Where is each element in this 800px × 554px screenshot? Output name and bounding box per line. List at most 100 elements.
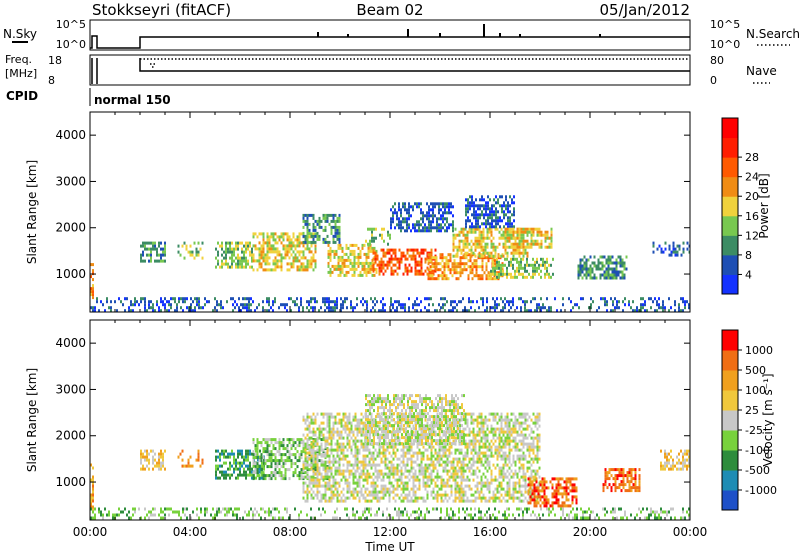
power-cell: [492, 248, 495, 252]
power-cell: [446, 202, 448, 206]
velocity-cell: [344, 415, 347, 419]
power-cell: [225, 244, 227, 248]
velocity-cell: [434, 421, 437, 425]
velocity-cell: [338, 463, 341, 467]
power-cell: [347, 246, 350, 250]
power-cell: [520, 257, 522, 261]
power-cell: [420, 257, 423, 261]
velocity-cell: [300, 471, 303, 475]
freq-trace: [91, 58, 690, 84]
power-cell: [278, 265, 281, 269]
velocity-cell: [440, 481, 443, 485]
power-cell: [428, 303, 430, 307]
power-cell: [412, 254, 415, 258]
velocity-cell: [432, 460, 435, 464]
velocity-cell: [158, 464, 160, 468]
power-cell: [266, 262, 269, 266]
power-cell: [92, 296, 94, 300]
velocity-cell: [410, 463, 413, 467]
power-cell: [605, 273, 608, 277]
power-colorbar-label: 16: [745, 210, 759, 223]
velocity-cell: [340, 496, 343, 500]
power-cell: [432, 208, 434, 212]
velocity-cell: [336, 469, 339, 473]
velocity-cell: [298, 441, 301, 445]
power-cell: [349, 252, 352, 256]
velocity-cell: [362, 430, 365, 434]
power-cell: [613, 270, 616, 274]
power-cell: [616, 300, 618, 304]
velocity-cell: [400, 475, 403, 479]
power-cell: [341, 249, 344, 253]
power-cell: [490, 306, 492, 310]
power-cell: [414, 254, 417, 258]
power-cell: [170, 303, 172, 307]
velocity-cell: [324, 466, 327, 470]
power-cell: [438, 211, 440, 215]
power-cell: [590, 306, 592, 310]
power-cell: [296, 265, 299, 269]
power-cell: [536, 303, 538, 307]
velocity-cell: [334, 484, 337, 488]
power-cell: [339, 255, 342, 259]
velocity-cell: [466, 484, 469, 488]
power-cell: [510, 275, 512, 279]
velocity-cell: [384, 457, 387, 461]
velocity-cell: [390, 430, 393, 434]
power-cell: [314, 240, 317, 244]
velocity-cell: [152, 467, 154, 471]
velocity-cell: [468, 457, 471, 461]
power-cell: [511, 198, 513, 202]
power-cell: [260, 256, 263, 260]
power-cell: [367, 242, 369, 246]
velocity-cell: [474, 472, 477, 476]
power-cell: [492, 272, 494, 276]
power-cell: [502, 272, 504, 276]
power-cell: [371, 261, 374, 265]
velocity-cell: [376, 454, 379, 458]
power-cell: [374, 309, 376, 313]
power-cell: [538, 227, 541, 231]
power-cell: [392, 211, 394, 215]
power-cell: [402, 254, 405, 258]
power-cell: [166, 309, 168, 313]
power-cell: [490, 239, 493, 243]
velocity-cell: [442, 433, 445, 437]
power-cell: [386, 266, 389, 270]
velocity-cell: [370, 475, 373, 479]
velocity-cell: [376, 472, 379, 476]
power-cell: [94, 306, 96, 310]
power-cell: [490, 272, 492, 276]
power-cell: [471, 201, 473, 205]
power-cell: [518, 266, 520, 270]
velocity-cell: [322, 466, 325, 470]
power-cell: [597, 264, 600, 268]
power-cell: [604, 297, 606, 301]
power-cell: [347, 264, 350, 268]
power-cell: [489, 207, 491, 211]
power-cell: [290, 309, 292, 313]
power-cell: [243, 265, 245, 269]
power-cell: [426, 211, 428, 215]
velocity-cell: [356, 469, 359, 473]
power-cell: [262, 247, 265, 251]
velocity-cell: [278, 459, 281, 463]
velocity-cell: [272, 444, 275, 448]
velocity-cell: [444, 463, 447, 467]
power-cell: [248, 309, 250, 313]
power-cell: [387, 233, 389, 237]
power-cell: [477, 225, 479, 229]
velocity-cell: [356, 484, 359, 488]
power-cell: [174, 309, 176, 313]
velocity-cell: [332, 454, 335, 458]
velocity-cell: [470, 487, 473, 491]
velocity-cell: [446, 427, 449, 431]
power-cell: [522, 230, 525, 234]
power-cell: [462, 227, 465, 231]
velocity-cell: [338, 445, 341, 449]
velocity-cell: [410, 499, 413, 503]
velocity-cell: [252, 459, 255, 463]
velocity-cell: [322, 448, 325, 452]
velocity-cell: [410, 454, 413, 458]
power-cell: [332, 216, 335, 220]
